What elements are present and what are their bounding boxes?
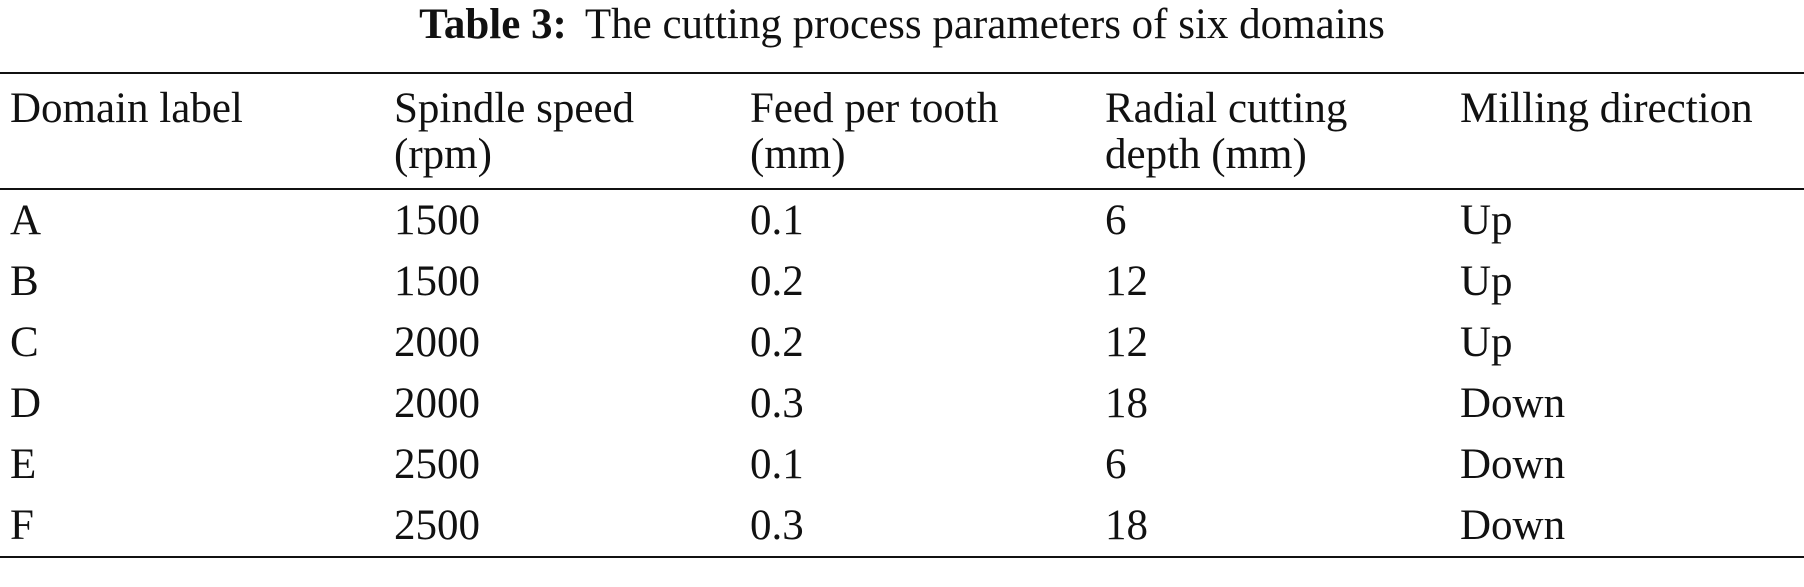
header-radial-cutting-depth: Radial cutting depth (mm)	[1095, 73, 1450, 189]
table-header: Domain label Spindle speed (rpm) Feed pe…	[0, 73, 1804, 189]
table-caption-label: Table 3:	[419, 1, 567, 48]
table-body: A 1500 0.1 6 Up B 1500 0.2 12 Up C 2000 …	[0, 189, 1804, 557]
header-line: Domain label	[10, 85, 243, 132]
cell-feed-per-tooth: 0.3	[750, 502, 804, 549]
cell-domain: F	[10, 502, 34, 549]
table-row: D 2000 0.3 18 Down	[0, 373, 1804, 434]
table-row: E 2500 0.1 6 Down	[0, 434, 1804, 495]
cell-feed-per-tooth: 0.3	[750, 380, 804, 427]
header-line: (mm)	[750, 131, 846, 178]
cell-feed-per-tooth: 0.2	[750, 258, 804, 305]
cell-milling-direction: Down	[1460, 502, 1566, 549]
cell-spindle-speed: 1500	[394, 258, 480, 305]
cell-milling-direction: Down	[1460, 441, 1566, 488]
cell-domain: B	[10, 258, 39, 305]
cell-radial-depth: 6	[1105, 441, 1127, 488]
parameters-table: Domain label Spindle speed (rpm) Feed pe…	[0, 72, 1804, 558]
header-spindle-speed: Spindle speed (rpm)	[384, 73, 740, 189]
cell-radial-depth: 18	[1105, 380, 1148, 427]
header-domain-label: Domain label	[0, 73, 384, 189]
cell-spindle-speed: 2500	[394, 441, 480, 488]
cell-feed-per-tooth: 0.1	[750, 197, 804, 244]
cell-radial-depth: 12	[1105, 319, 1148, 366]
header-line: Feed per tooth	[750, 85, 999, 132]
table-caption: Table 3: The cutting process parameters o…	[0, 0, 1804, 50]
header-line: Milling direction	[1460, 85, 1753, 132]
header-milling-direction: Milling direction	[1450, 73, 1804, 189]
cell-radial-depth: 12	[1105, 258, 1148, 305]
table-row: B 1500 0.2 12 Up	[0, 251, 1804, 312]
cell-spindle-speed: 1500	[394, 197, 480, 244]
table-row: F 2500 0.3 18 Down	[0, 495, 1804, 557]
table-caption-text: The cutting process parameters of six do…	[584, 1, 1385, 48]
cell-domain: C	[10, 319, 39, 366]
cell-milling-direction: Down	[1460, 380, 1566, 427]
cell-milling-direction: Up	[1460, 197, 1513, 244]
header-row: Domain label Spindle speed (rpm) Feed pe…	[0, 73, 1804, 189]
cell-domain: A	[10, 197, 42, 244]
cell-milling-direction: Up	[1460, 319, 1513, 366]
cell-spindle-speed: 2000	[394, 319, 480, 366]
header-line: Spindle speed	[394, 85, 635, 132]
table-row: C 2000 0.2 12 Up	[0, 312, 1804, 373]
cell-milling-direction: Up	[1460, 258, 1513, 305]
header-line: depth (mm)	[1105, 131, 1307, 178]
cell-feed-per-tooth: 0.2	[750, 319, 804, 366]
cell-spindle-speed: 2000	[394, 380, 480, 427]
cell-domain: D	[10, 380, 42, 427]
table-row: A 1500 0.1 6 Up	[0, 189, 1804, 251]
cell-spindle-speed: 2500	[394, 502, 480, 549]
cell-domain: E	[10, 441, 37, 488]
cell-radial-depth: 18	[1105, 502, 1148, 549]
cell-feed-per-tooth: 0.1	[750, 441, 804, 488]
header-line: (rpm)	[394, 131, 492, 178]
cell-radial-depth: 6	[1105, 197, 1127, 244]
header-line: Radial cutting	[1105, 85, 1348, 132]
header-feed-per-tooth: Feed per tooth (mm)	[740, 73, 1095, 189]
